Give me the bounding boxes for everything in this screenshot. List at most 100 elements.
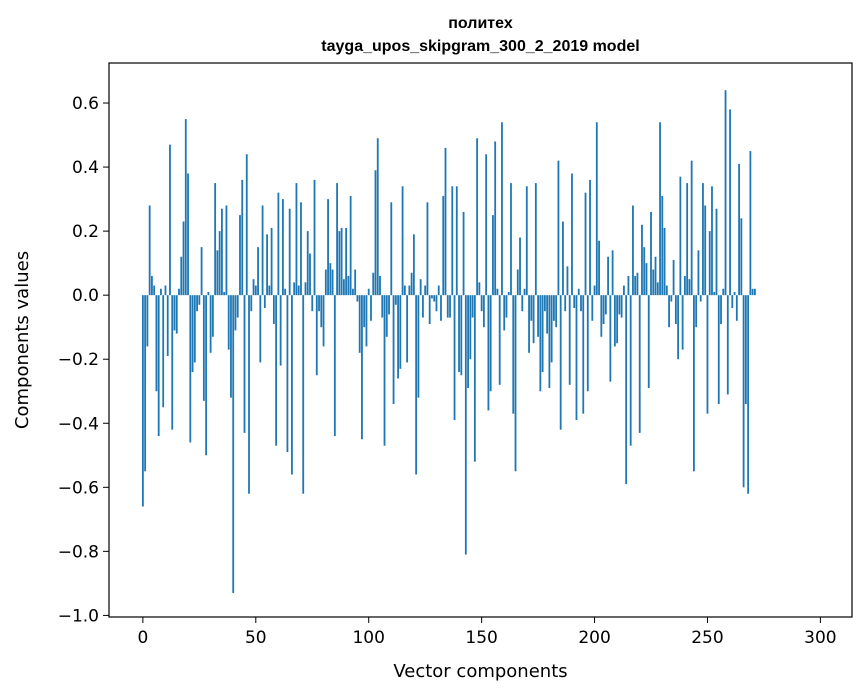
bar-266	[742, 295, 745, 488]
bar-257	[722, 288, 725, 296]
bar-197	[586, 295, 589, 392]
chart-title: политех	[448, 15, 513, 32]
bar-179	[546, 295, 549, 334]
bar-79	[320, 295, 323, 328]
bar-80	[322, 295, 325, 347]
bar-249	[704, 205, 707, 296]
y-tick-label-7: 0.4	[72, 158, 99, 178]
bar-188	[566, 266, 569, 296]
bar-107	[383, 295, 386, 446]
bar-82	[327, 199, 329, 296]
bar-42	[236, 295, 239, 318]
bar-141	[460, 295, 463, 376]
bar-168	[521, 295, 524, 312]
bar-192	[575, 295, 578, 421]
bar-193	[577, 288, 580, 296]
bar-6	[155, 295, 158, 392]
bar-199	[591, 295, 594, 321]
x-tick-label-150: 150	[465, 628, 497, 648]
bar-207	[609, 295, 612, 382]
bar-209	[613, 295, 616, 347]
bar-155	[492, 215, 494, 296]
bar-233	[668, 295, 670, 328]
bar-48	[250, 295, 253, 312]
bar-186	[562, 221, 564, 296]
bar-129	[433, 295, 436, 302]
bar-235	[672, 259, 675, 296]
bar-211	[618, 295, 621, 315]
bar-244	[693, 295, 695, 472]
bar-230	[661, 195, 664, 296]
bar-93	[352, 288, 354, 296]
bar-99	[365, 295, 368, 347]
bar-57	[270, 227, 273, 296]
bar-117	[406, 295, 409, 363]
bar-125	[424, 285, 427, 296]
bar-68	[295, 183, 298, 296]
bar-135	[446, 295, 449, 318]
bar-16	[178, 288, 180, 296]
bar-113	[397, 295, 399, 379]
bar-11	[166, 295, 169, 357]
bar-4	[151, 275, 153, 296]
bar-104	[376, 138, 379, 296]
bar-269	[749, 151, 752, 296]
x-axis-ticks: 0 50 100 150 200 250 300	[137, 617, 837, 648]
bar-229	[659, 122, 661, 296]
x-tick-label-200: 200	[578, 628, 610, 648]
y-tick-label-8: 0.6	[72, 94, 99, 114]
bar-208	[611, 250, 614, 296]
bar-231	[663, 227, 666, 296]
bar-44	[241, 179, 244, 296]
bar-130	[435, 295, 438, 312]
x-axis-label: Vector components	[393, 661, 567, 682]
bar-84	[331, 269, 334, 296]
bar-55	[266, 234, 268, 296]
bar-89	[342, 279, 345, 296]
bar-122	[417, 295, 420, 398]
bar-134	[444, 147, 447, 296]
bar-73	[306, 231, 309, 296]
bar-30	[209, 295, 212, 353]
y-axis-label: Components values	[12, 251, 33, 429]
bar-240	[683, 275, 686, 296]
bar-41	[234, 295, 237, 331]
bar-254	[715, 208, 718, 296]
bar-45	[243, 295, 246, 433]
bar-70	[300, 202, 302, 296]
y-tick-label-5: 0.0	[72, 286, 99, 306]
bar-220	[638, 295, 641, 433]
bar-152	[485, 154, 488, 296]
bar-22	[191, 295, 194, 373]
bar-225	[650, 211, 652, 296]
bar-221	[641, 224, 643, 296]
bar-118	[408, 285, 411, 296]
bar-160	[503, 295, 506, 331]
bar-100	[367, 288, 370, 296]
bar-38	[227, 295, 230, 350]
bar-56	[268, 285, 271, 296]
bar-74	[309, 253, 311, 296]
bar-24	[196, 295, 198, 312]
bar-198	[589, 179, 591, 296]
bar-172	[530, 295, 533, 321]
bar-33	[216, 250, 219, 296]
bar-87	[338, 231, 341, 296]
bar-121	[415, 295, 418, 475]
bar-154	[489, 295, 492, 392]
bar-140	[458, 295, 460, 373]
x-tick-label-0: 0	[137, 628, 148, 648]
bar-267	[744, 295, 747, 405]
bar-17	[180, 256, 183, 296]
bar-8	[160, 288, 162, 296]
bar-110	[390, 202, 393, 296]
bar-76	[313, 179, 316, 296]
bar-201	[595, 122, 598, 296]
bar-36	[223, 291, 226, 296]
bar-58	[272, 295, 275, 324]
bar-200	[593, 285, 596, 296]
bar-185	[559, 295, 562, 430]
bar-256	[720, 295, 722, 324]
x-tick-label-100: 100	[352, 628, 384, 648]
bar-109	[388, 295, 390, 315]
